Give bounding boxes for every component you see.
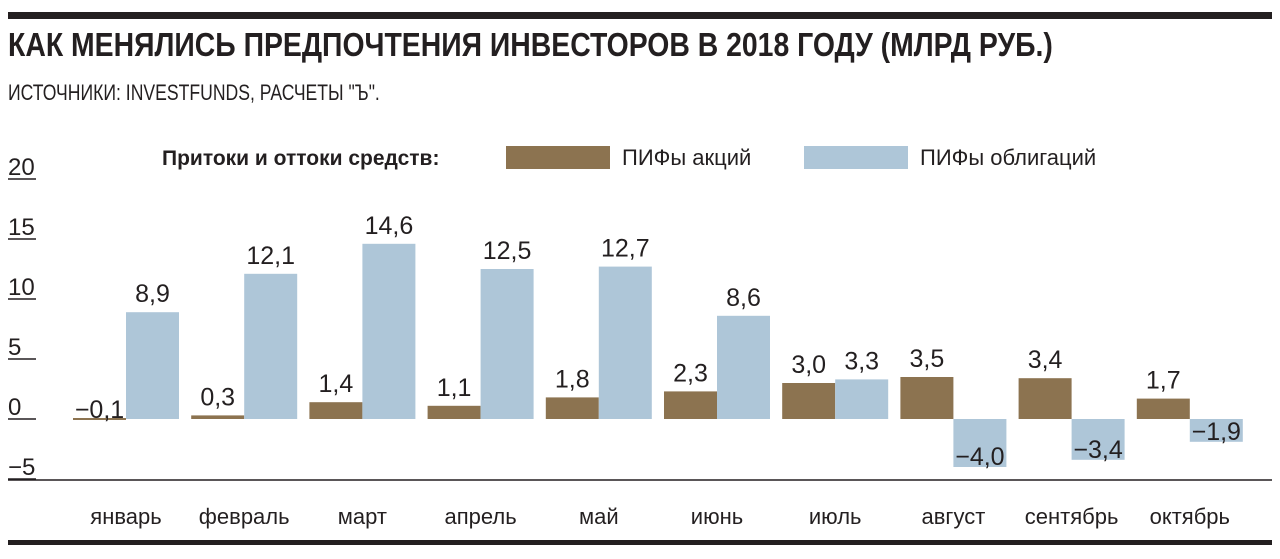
x-tick-label: март bbox=[338, 504, 387, 529]
bar-equity-funds bbox=[309, 402, 363, 419]
bar-equity-funds bbox=[427, 405, 481, 419]
bar-bond-funds bbox=[835, 379, 889, 419]
y-tick-label: 15 bbox=[8, 214, 35, 241]
y-tick-label: 5 bbox=[8, 334, 21, 361]
data-label: 2,3 bbox=[673, 359, 708, 387]
data-labels: −0,1 8,9 0,3 12,1 1,4 14,6 1,1 12,5 1,8 12,7 2,3 8,… bbox=[75, 212, 1241, 471]
data-label: 1,7 bbox=[1146, 367, 1181, 395]
y-tick-label: 0 bbox=[8, 394, 21, 421]
bar-equity-funds bbox=[191, 415, 245, 419]
bar-equity-funds bbox=[782, 383, 836, 419]
bar-bond-funds bbox=[126, 312, 179, 419]
bar-bond-funds bbox=[480, 269, 534, 419]
y-axis: 20 15 10 5 0 −5 bbox=[8, 154, 1272, 481]
data-label: −1,9 bbox=[1192, 418, 1241, 446]
legend-title: Притоки и оттоки средств: bbox=[162, 147, 439, 170]
data-label: 3,5 bbox=[910, 345, 945, 373]
data-label: 12,5 bbox=[483, 237, 532, 265]
x-tick-label: август bbox=[922, 504, 986, 529]
data-label: 14,6 bbox=[365, 212, 414, 240]
bottom-rule bbox=[8, 540, 1272, 545]
data-label: 12,7 bbox=[601, 235, 650, 263]
data-label: −4,0 bbox=[955, 443, 1004, 471]
legend-swatch-equity bbox=[506, 146, 610, 169]
y-tick-label: 10 bbox=[8, 274, 35, 301]
x-tick-label: июнь bbox=[691, 504, 743, 529]
bar-bond-funds bbox=[598, 266, 652, 419]
x-tick-label: январь bbox=[90, 504, 161, 529]
x-axis: январь февраль март апрель май июнь июль август… bbox=[90, 504, 1230, 529]
data-label: −3,4 bbox=[1073, 436, 1122, 464]
bar-bond-funds bbox=[717, 315, 770, 419]
x-tick-label: май bbox=[579, 504, 619, 529]
bar-equity-funds bbox=[900, 377, 954, 419]
y-tick-label: 20 bbox=[8, 154, 35, 181]
bar-bond-funds bbox=[1071, 419, 1125, 460]
data-label: 1,1 bbox=[437, 374, 472, 402]
data-label: 8,6 bbox=[726, 284, 761, 312]
data-label: 12,1 bbox=[246, 242, 295, 270]
legend: Притоки и оттоки средств: ПИФы акций ПИФы … bbox=[162, 145, 1096, 170]
data-label: 1,4 bbox=[319, 370, 354, 398]
data-label: 0,3 bbox=[200, 383, 235, 411]
bar-equity-funds bbox=[73, 418, 126, 420]
page-subtitle: ИСТОЧНИКИ: INVESTFUNDS, РАСЧЕТЫ "Ъ". bbox=[8, 80, 380, 105]
x-tick-label: сентябрь bbox=[1025, 504, 1119, 529]
y-tick-label: −5 bbox=[8, 454, 35, 481]
data-label: 1,8 bbox=[555, 365, 590, 393]
bar-bond-funds bbox=[953, 419, 1007, 467]
data-label: 3,3 bbox=[844, 347, 879, 375]
bar-bond-funds bbox=[1189, 419, 1243, 442]
bar-equity-funds bbox=[545, 397, 599, 419]
data-label: 3,4 bbox=[1028, 346, 1063, 374]
legend-label-equity: ПИФы акций bbox=[622, 145, 751, 170]
bar-bond-funds bbox=[244, 273, 298, 419]
x-tick-label: июль bbox=[809, 504, 862, 529]
legend-swatch-bonds bbox=[804, 146, 908, 169]
data-label: 3,0 bbox=[791, 351, 826, 379]
data-label: −0,1 bbox=[75, 396, 124, 424]
bar-bond-funds bbox=[362, 243, 416, 419]
bar-equity-funds bbox=[664, 391, 717, 419]
legend-label-bonds: ПИФы облигаций bbox=[920, 145, 1096, 170]
page-title: КАК МЕНЯЛИСЬ ПРЕДПОЧТЕНИЯ ИНВЕСТОРОВ В 2… bbox=[8, 26, 1053, 63]
x-tick-label: октябрь bbox=[1150, 504, 1230, 529]
bar-equity-funds bbox=[1018, 378, 1072, 419]
bars bbox=[73, 243, 1243, 467]
bar-equity-funds bbox=[1136, 398, 1190, 419]
top-rule bbox=[8, 12, 1272, 19]
x-tick-label: апрель bbox=[445, 504, 517, 529]
data-label: 8,9 bbox=[135, 280, 170, 308]
x-tick-label: февраль bbox=[199, 504, 290, 529]
